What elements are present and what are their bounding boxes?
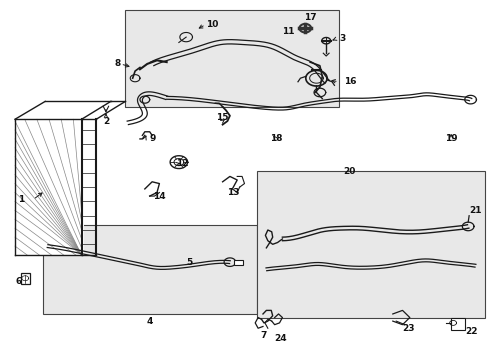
Text: 6: 6 [16,277,22,286]
Bar [450,318,464,330]
Text: 1: 1 [18,195,24,204]
Text: 21: 21 [468,206,481,215]
Text: 3: 3 [339,35,345,44]
Text: 15: 15 [216,113,228,122]
Text: 24: 24 [274,334,286,343]
Text: 22: 22 [465,327,477,336]
Bar [14,119,84,255]
Text: 11: 11 [282,27,294,36]
Text: 13: 13 [227,188,240,197]
Text: 4: 4 [146,316,153,325]
Bar [21,273,30,284]
Text: 23: 23 [402,324,414,333]
Text: 7: 7 [260,331,266,340]
Text: 17: 17 [303,13,316,22]
Text: 2: 2 [102,117,109,126]
Text: 18: 18 [269,134,282,143]
Bar [256,171,484,318]
Bar [233,260,242,265]
Bar [125,10,339,107]
Text: 8: 8 [114,59,120,68]
Text: 20: 20 [342,167,354,176]
Text: 14: 14 [153,192,165,201]
Text: 5: 5 [186,258,192,267]
Text: 10: 10 [205,20,218,29]
Bar [42,225,256,314]
Text: 9: 9 [149,134,156,143]
Text: 16: 16 [344,77,356,86]
Text: 12: 12 [176,159,188,168]
Text: 19: 19 [444,134,456,143]
